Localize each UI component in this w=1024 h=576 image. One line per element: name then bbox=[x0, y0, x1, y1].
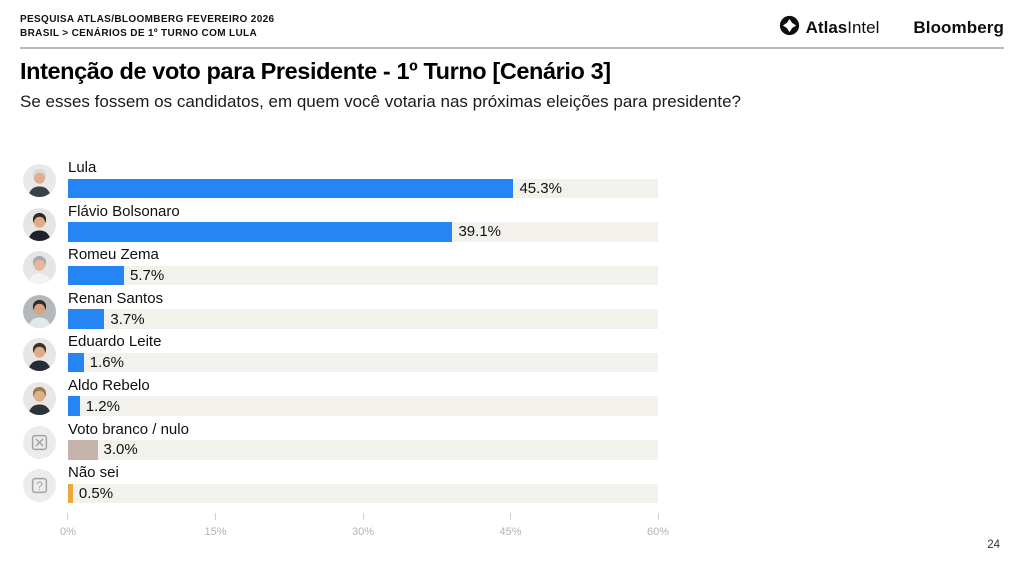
candidate-label: Lula bbox=[68, 159, 97, 176]
bar-row-flavio-bolsonaro: Flávio Bolsonaro 39.1% bbox=[20, 203, 660, 247]
tick-label: 60% bbox=[646, 525, 670, 538]
tick-label: 30% bbox=[351, 525, 375, 538]
x-axis-tick: 0% bbox=[60, 512, 76, 540]
bar-chart: Lula 45.3% Flávio Bolsonaro 39.1% bbox=[20, 159, 669, 540]
bar-track: 39.1% bbox=[68, 222, 658, 242]
bar-fill bbox=[68, 309, 105, 329]
renan-santos-avatar bbox=[23, 294, 56, 328]
tick-mark bbox=[362, 512, 364, 520]
atlasintel-wordmark: AtlasIntel bbox=[805, 18, 880, 37]
tick-label: 15% bbox=[204, 525, 227, 538]
flavio-bolsonaro-avatar bbox=[23, 207, 56, 241]
atlasintel-compass-icon bbox=[779, 15, 800, 41]
atlasintel-logo: AtlasIntel bbox=[779, 15, 880, 41]
kicker-line-1: PESQUISA ATLAS/BLOOMBERG FEVEREIRO 2026 bbox=[20, 14, 275, 25]
tick-mark bbox=[510, 512, 511, 520]
bar-track: 0.5% bbox=[68, 483, 658, 504]
tick-mark bbox=[657, 512, 659, 520]
bar-track: 1.6% bbox=[68, 352, 658, 373]
header-divider bbox=[20, 47, 1004, 49]
bar-row-romeu-zema: Romeu Zema 5.7% bbox=[20, 246, 660, 290]
bar-value-label: 3.0% bbox=[103, 441, 138, 459]
x-axis-tick: 15% bbox=[204, 512, 227, 540]
bar-row-lula: Lula 45.3% bbox=[20, 159, 660, 203]
lula-avatar bbox=[23, 164, 56, 197]
question-icon: ? bbox=[23, 469, 56, 503]
tick-label: 0% bbox=[60, 525, 76, 538]
brand-logos: AtlasIntel Bloomberg bbox=[779, 15, 1004, 41]
aldo-rebelo-avatar bbox=[23, 381, 56, 415]
romeu-zema-avatar bbox=[23, 251, 56, 285]
bar-row-eduardo-leite: Eduardo Leite 1.6% bbox=[20, 333, 660, 377]
candidate-label: Renan Santos bbox=[68, 289, 164, 307]
candidate-label: Romeu Zema bbox=[68, 246, 159, 264]
bar-value-label: 1.6% bbox=[89, 354, 124, 372]
eduardo-leite-avatar bbox=[23, 338, 56, 372]
page-subtitle: Se esses fossem os candidatos, em quem v… bbox=[20, 92, 741, 111]
bar-fill bbox=[68, 396, 80, 416]
bar-row-renan-santos: Renan Santos 3.7% bbox=[20, 290, 660, 334]
tick-mark bbox=[67, 512, 69, 520]
bloomberg-logo: Bloomberg bbox=[913, 18, 1004, 37]
bar-value-label: 5.7% bbox=[130, 266, 165, 284]
bar-fill bbox=[68, 222, 453, 242]
x-axis-tick: 45% bbox=[499, 512, 522, 540]
x-axis: 0% 15% 30% 45% 60% bbox=[60, 508, 669, 540]
page-number: 24 bbox=[987, 539, 1000, 551]
bar-fill bbox=[68, 352, 84, 373]
bar-row-aldo-rebelo: Aldo Rebelo 1.2% bbox=[20, 377, 660, 421]
bar-value-label: 1.2% bbox=[85, 397, 120, 415]
x-axis-tick: 60% bbox=[646, 512, 670, 540]
bar-track: 3.7% bbox=[68, 309, 658, 329]
svg-text:?: ? bbox=[36, 479, 43, 493]
bar-fill bbox=[68, 440, 98, 460]
bar-value-label: 3.7% bbox=[110, 310, 145, 328]
x-axis-tick: 30% bbox=[351, 512, 375, 540]
bar-fill bbox=[68, 178, 514, 198]
bar-row-voto-branco-nulo: Voto branco / nulo 3.0% bbox=[20, 421, 660, 465]
tick-label: 45% bbox=[499, 525, 522, 538]
bar-value-label: 39.1% bbox=[458, 223, 502, 241]
bar-row-nao-sei: ? Não sei 0.5% bbox=[20, 464, 660, 508]
page-title: Intenção de voto para Presidente - 1º Tu… bbox=[20, 58, 611, 84]
candidate-label: Não sei bbox=[68, 464, 119, 482]
bar-track: 5.7% bbox=[68, 265, 658, 286]
tick-mark bbox=[215, 512, 216, 520]
bar-fill bbox=[68, 265, 125, 286]
null-vote-icon bbox=[23, 425, 56, 459]
bar-value-label: 0.5% bbox=[78, 484, 114, 502]
candidate-label: Aldo Rebelo bbox=[68, 376, 150, 394]
bar-track: 3.0% bbox=[68, 440, 658, 460]
kicker-line-2: BRASIL > CENÁRIOS DE 1º TURNO COM LULA bbox=[20, 27, 258, 39]
candidate-label: Eduardo Leite bbox=[68, 333, 162, 351]
bar-track: 45.3% bbox=[68, 178, 658, 198]
candidate-label: Flávio Bolsonaro bbox=[68, 202, 180, 220]
candidate-label: Voto branco / nulo bbox=[68, 420, 189, 438]
survey-kicker: PESQUISA ATLAS/BLOOMBERG FEVEREIRO 2026 … bbox=[20, 13, 274, 40]
bar-fill bbox=[68, 483, 73, 504]
bar-value-label: 45.3% bbox=[519, 179, 562, 197]
bar-track: 1.2% bbox=[68, 396, 658, 416]
